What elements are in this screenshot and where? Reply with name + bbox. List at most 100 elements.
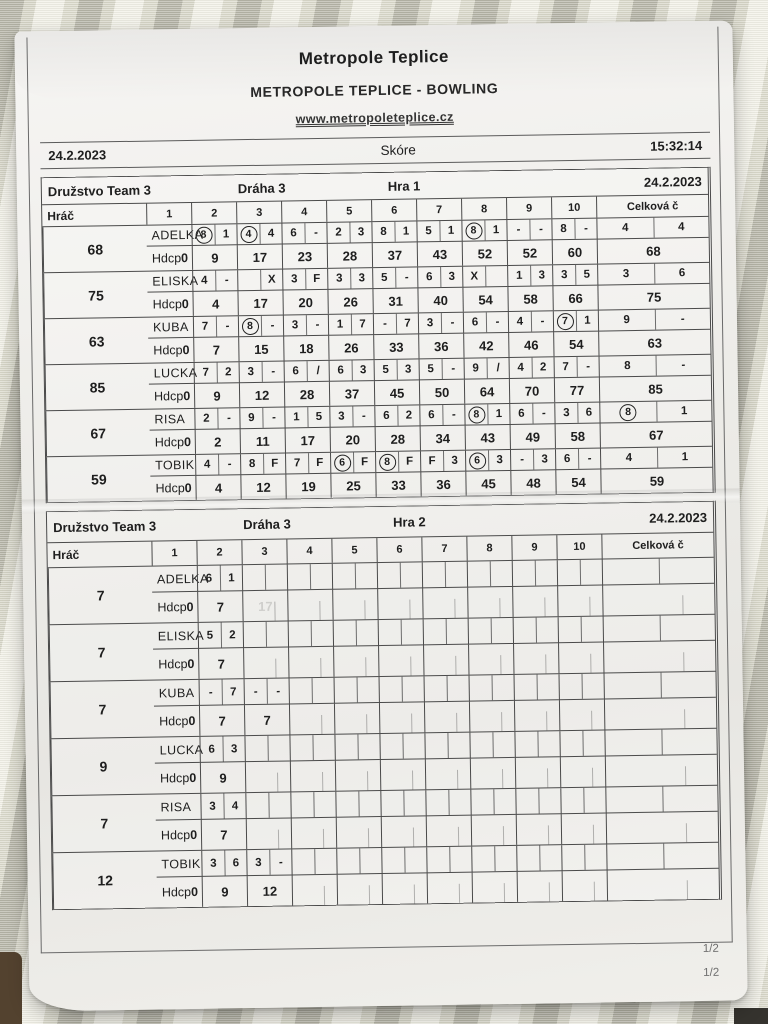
ball-1-value: 8	[248, 457, 256, 471]
ball-1-value: 4	[516, 315, 524, 328]
frame-ball-cell: 8-	[237, 315, 284, 338]
cumulative-cell: 37	[328, 381, 375, 406]
ball-1-value	[243, 565, 265, 590]
ball-1-value: 8	[239, 316, 261, 336]
frame-ball-cell	[514, 731, 560, 758]
frame-ball-cell	[601, 557, 715, 586]
cumulative-cell	[513, 700, 560, 731]
ball-1-value: 4	[621, 222, 629, 235]
ball-2-value	[490, 617, 514, 644]
ball-2-value	[313, 791, 336, 818]
total-score: 7	[51, 794, 157, 853]
cumulative-cell: 85	[598, 375, 712, 402]
ball-1-value: 4	[237, 224, 259, 244]
cumulative-cell	[422, 587, 468, 619]
frame-ball-cell: 4-	[507, 311, 554, 333]
ball-2-value: 1	[656, 446, 713, 468]
ball-1-value: 6	[292, 365, 300, 378]
frame-ball-cell	[466, 560, 513, 588]
ball-2-value: F	[352, 452, 376, 473]
ball-2-value	[404, 847, 427, 873]
frame-number-header: 7	[421, 536, 467, 562]
cum-subdivider	[409, 656, 412, 676]
ball-2-value: F	[308, 452, 331, 474]
ball-2-value: 7	[350, 314, 374, 335]
ball-2-value: 3	[351, 360, 374, 381]
cumulative-cell: 40	[417, 287, 463, 313]
ball-2-value: -	[441, 358, 464, 380]
ball-1-value: 7	[201, 320, 209, 333]
ball-1-value	[379, 620, 401, 645]
ball-2-value	[659, 671, 716, 698]
ball-1-value: 3	[560, 269, 568, 282]
cumulative-cell	[605, 811, 719, 844]
cum-subdivider	[544, 654, 547, 674]
cumulative-cell	[603, 640, 716, 673]
ball-1-value: 7	[202, 366, 210, 379]
cumulative-cell	[423, 701, 470, 733]
cumulative-cell	[289, 760, 336, 792]
ball-2-value: 3	[442, 450, 466, 472]
frame-ball-cell	[334, 734, 380, 761]
frame-ball-cell	[471, 845, 517, 873]
cumulative-cell	[334, 760, 381, 791]
cum-subdivider	[364, 657, 367, 677]
frame-ball-cell	[286, 563, 333, 591]
ball-1-value: -	[520, 453, 525, 466]
ball-1-value: 5	[380, 271, 388, 284]
player-column-header: Hráč	[52, 547, 80, 563]
total-column-header: Celková č	[601, 532, 714, 559]
ball-2-value: X	[260, 269, 283, 290]
ball-1-value: 3	[426, 317, 434, 330]
hdcp-cell: Hdcp 0	[147, 246, 192, 271]
ball-2-value: -	[576, 356, 599, 377]
cumulative-cell: 12	[238, 382, 285, 408]
player-name: RISA	[155, 793, 201, 821]
cumulative-cell: 28	[374, 426, 420, 452]
frame-ball-cell	[421, 561, 468, 589]
cumulative-cell: 36	[420, 471, 466, 497]
team-name-value: Team 3	[112, 518, 157, 534]
frame-ball-cell: -7	[198, 679, 244, 706]
cumulative-cell	[467, 586, 513, 618]
split-circled-score: 6	[468, 451, 486, 470]
split-circled-score: 8	[378, 453, 396, 471]
cum-subdivider	[454, 599, 456, 618]
frame-ball-cell	[287, 620, 334, 648]
cumulative-cell: 7	[243, 704, 290, 736]
cum-subdivider	[682, 595, 684, 615]
cumulative-cell: 31	[372, 288, 418, 314]
ball-1-value	[335, 677, 357, 702]
ball-1-value: 8	[462, 220, 484, 240]
cumulative-cell	[377, 588, 423, 620]
ball-1-value: 7	[293, 457, 301, 470]
frame-ball-cell: 3-	[282, 314, 329, 337]
ball-2-value: F	[263, 453, 286, 474]
ball-2-value: /	[486, 357, 509, 379]
frame-ball-cell	[290, 791, 336, 819]
ball-1-value: 6	[425, 271, 433, 284]
ball-2-value	[536, 674, 559, 700]
cum-subdivider	[456, 770, 458, 789]
cumulative-cell: 45	[373, 380, 420, 406]
cumulative-cell: 48	[510, 470, 556, 495]
hdcp-cell: Hdcp 0	[150, 476, 195, 501]
cumulative-cell	[288, 703, 335, 735]
cumulative-cell: 17	[284, 427, 330, 453]
ball-2-value	[401, 676, 424, 702]
ball-1-value	[378, 563, 400, 588]
cumulative-cell: 58	[507, 286, 553, 311]
hdcp-value: 0	[182, 342, 190, 358]
ball-1-value: -	[382, 317, 387, 330]
ball-2-value: -	[304, 222, 327, 244]
cumulative-cell: 26	[328, 335, 374, 360]
cum-subdivider	[368, 885, 370, 905]
frame-ball-cell: --	[243, 678, 289, 706]
cum-subdivider	[457, 827, 459, 846]
ball-2-value	[537, 731, 560, 757]
cum-subdivider	[591, 768, 593, 787]
